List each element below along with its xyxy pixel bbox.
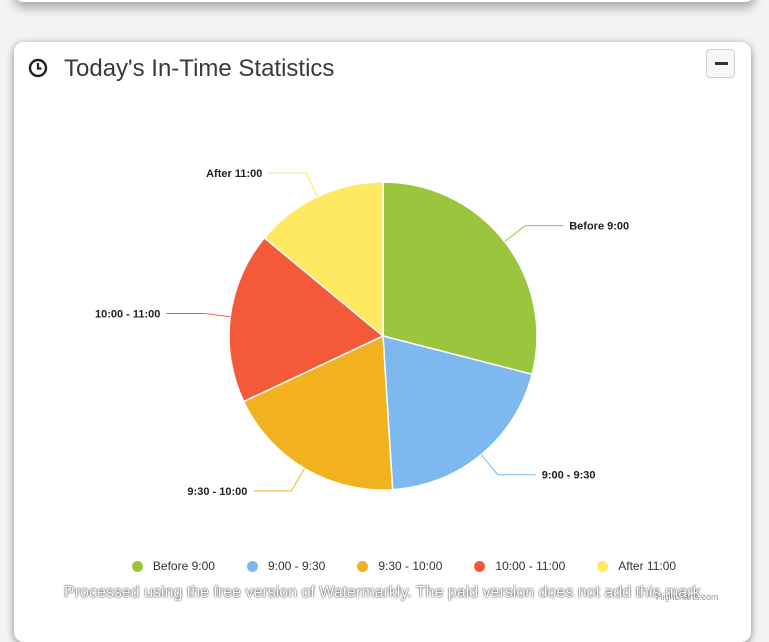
legend-marker [597, 560, 609, 572]
legend-marker [246, 560, 258, 572]
data-label-9-30-10-00: 9:30 - 10:00 [187, 486, 247, 498]
clock-icon [28, 58, 48, 78]
legend-marker [357, 560, 369, 572]
pie-slice-9-00-9-30[interactable] [382, 335, 534, 491]
legend-marker [131, 560, 143, 572]
legend-marker [474, 560, 486, 572]
pie-chart: Before 9:00 9:00 - 9:30 9:30 - 10:00 10:00 … [95, 168, 629, 498]
legend-label: 9:30 - 10:00 [378, 559, 443, 573]
legend-label: Before 9:00 [152, 559, 215, 573]
in-time-statistics-card: Today's In-Time Statistics Before 9:00 9:… [14, 42, 751, 642]
legend-item-10-00-11-00[interactable]: 10:00 - 11:00 [474, 559, 565, 573]
data-label-after-11-00: After 11:00 [206, 168, 262, 180]
previous-card [14, 0, 755, 2]
legend-item-9-30-10-00[interactable]: 9:30 - 10:00 [357, 559, 442, 573]
connector-after-11-00 [268, 172, 318, 197]
connector-before-9-00 [504, 225, 564, 243]
legend-item-after-11-00[interactable]: After 11:00 [597, 559, 676, 573]
chart-legend: Before 9:00 9:00 - 9:30 9:30 - 10:00 10:00 … [74, 554, 734, 578]
data-label-10-00-11-00: 10:00 - 11:00 [95, 308, 160, 320]
pie-slice-9-30-10-00[interactable] [242, 334, 394, 491]
connector-10-00-11-00 [166, 312, 231, 318]
pie-slice-10-00-11-00[interactable] [228, 236, 385, 403]
watermark-text: Processed using the free version of Wate… [64, 584, 705, 601]
data-label-before-9-00: Before 9:00 [569, 221, 629, 233]
minus-icon [715, 62, 728, 65]
legend-item-before-9-00[interactable]: Before 9:00 [131, 559, 215, 573]
connector-9-30-10-00 [253, 468, 306, 492]
card-title: Today's In-Time Statistics [64, 55, 335, 82]
pie-slice-after-11-00[interactable] [263, 181, 384, 338]
chart-credit: Highcharts.com [656, 592, 719, 602]
collapse-button[interactable] [706, 49, 735, 78]
legend-label: 10:00 - 11:00 [495, 559, 566, 573]
legend-label: After 11:00 [618, 559, 677, 573]
card-header: Today's In-Time Statistics [14, 42, 751, 102]
connector-9-00-9-30 [480, 454, 536, 476]
data-label-9-00-9-30: 9:00 - 9:30 [542, 470, 596, 482]
legend-item-9-00-9-30[interactable]: 9:00 - 9:30 [246, 559, 326, 573]
legend-label: 9:00 - 9:30 [267, 559, 326, 573]
